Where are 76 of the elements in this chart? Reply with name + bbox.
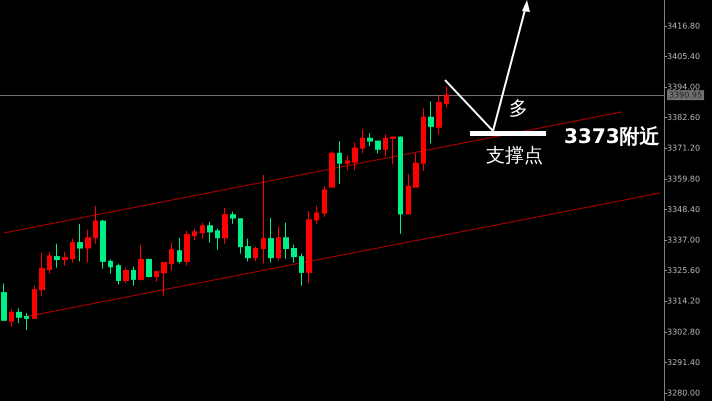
candlestick	[375, 140, 381, 154]
candlestick	[207, 221, 213, 244]
candlestick	[299, 253, 304, 286]
y-tick-label: 3348.40	[667, 204, 700, 214]
candlestick	[9, 308, 14, 327]
annotation: 3373附近	[564, 124, 660, 148]
candlestick	[283, 222, 289, 260]
candlestick	[360, 128, 365, 154]
candlestick	[47, 251, 52, 274]
candlestick	[169, 242, 174, 272]
y-tick-label: 3325.60	[667, 266, 700, 276]
candlestick	[306, 210, 312, 284]
candlestick	[108, 259, 113, 274]
candlestick	[413, 152, 419, 188]
candlestick	[32, 285, 37, 320]
candlestick	[70, 238, 75, 263]
annotation: 支撑点	[486, 144, 543, 166]
y-tick-label: 3302.80	[667, 327, 700, 336]
candlestick	[93, 205, 98, 244]
candlestick	[245, 238, 251, 262]
candlestick	[215, 228, 220, 250]
candlestick	[184, 230, 190, 266]
y-tick-label: 3337.00	[667, 235, 700, 244]
y-tick-label: 3291.40	[667, 358, 700, 367]
candlestick	[177, 237, 182, 264]
candlestick	[444, 86, 449, 108]
candlestick	[123, 267, 129, 284]
candlestick	[54, 243, 60, 268]
candlestick	[100, 219, 106, 270]
candlestick	[39, 252, 45, 297]
candlestick	[200, 222, 205, 240]
candlestick	[77, 223, 83, 262]
candlestick	[428, 100, 434, 144]
candlestick	[390, 136, 396, 165]
candlestick	[398, 136, 403, 234]
candlestick	[238, 218, 243, 254]
y-tick-label: 3314.20	[667, 296, 700, 306]
candlestick	[436, 95, 442, 135]
candlestick	[291, 244, 297, 263]
candlestick	[62, 251, 68, 266]
candlestick	[268, 217, 274, 263]
y-tick-label: 3394.00	[667, 82, 700, 92]
candlestick	[322, 186, 327, 218]
candlestick	[230, 211, 236, 224]
candlestick	[24, 312, 29, 331]
candlestick	[276, 226, 281, 262]
candlestick	[352, 142, 358, 171]
y-tick-label: 3280.00	[667, 388, 700, 398]
y-tick-label: 3416.80	[667, 21, 700, 30]
candlestick	[146, 258, 152, 278]
candlestick	[329, 150, 335, 188]
candlestick	[116, 263, 121, 286]
candlestick	[222, 207, 228, 244]
candlestick	[337, 140, 342, 185]
y-tick-label: 3382.60	[667, 113, 700, 122]
candlestick	[406, 173, 411, 214]
candlestick	[161, 262, 167, 296]
candlestick	[154, 270, 159, 282]
candlestick	[253, 246, 258, 262]
candlestick	[85, 229, 91, 263]
candlestick	[1, 282, 7, 322]
candlestick	[314, 205, 319, 224]
candlestick	[138, 244, 144, 281]
y-tick-label: 3359.80	[667, 174, 700, 184]
candlestick	[16, 308, 22, 324]
candlestick	[421, 108, 426, 172]
ref-line-label: 3390.95	[669, 90, 702, 100]
candlestick	[131, 266, 136, 286]
y-tick-label: 3371.20	[667, 144, 700, 153]
candlestick	[192, 228, 197, 240]
candlestick	[383, 134, 388, 157]
candlestick	[261, 174, 266, 264]
annotation: 多	[509, 98, 528, 120]
y-tick-label: 3405.40	[667, 52, 700, 61]
candlestick	[345, 154, 350, 171]
candlestick	[367, 132, 373, 147]
